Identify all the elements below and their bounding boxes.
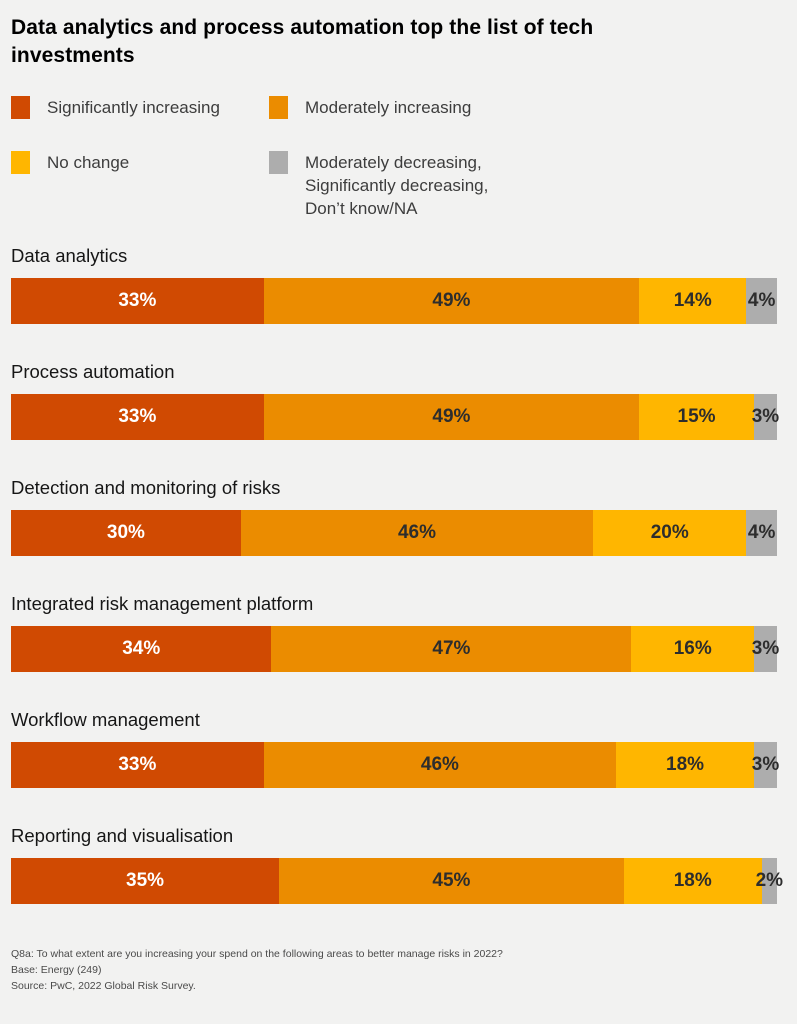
bar-segment: 30% — [11, 509, 241, 556]
legend-swatch-icon — [269, 150, 288, 174]
bar-row-label: Workflow management — [11, 708, 200, 730]
bar-row: Detection and monitoring of risks 30% 46% 2… — [11, 476, 777, 556]
bar-segment: 18% — [623, 857, 762, 904]
stacked-bar: 33% 46% 18% 3% — [11, 741, 779, 788]
legend-item: Significantly increasing — [11, 95, 269, 119]
legend-label: Moderately decreasing, Significantly dec… — [305, 152, 489, 218]
bar-segment: 49% — [263, 277, 640, 324]
bar-segment: 33% — [11, 741, 264, 788]
bar-segment: 18% — [616, 741, 754, 788]
footnote-question: Q8a: To what extent are you increasing y… — [11, 947, 503, 960]
legend: Significantly increasing Moderately incre… — [11, 95, 777, 220]
bar-segment: 4% — [746, 509, 777, 556]
footnote-source: Source: PwC, 2022 Global Risk Survey. — [11, 980, 196, 993]
stacked-bar: 33% 49% 15% 3% — [11, 393, 779, 440]
bar-row: Integrated risk management platform 34% 47… — [11, 592, 779, 672]
bar-segment: 3% — [752, 741, 779, 788]
bar-row-label: Detection and monitoring of risks — [11, 476, 281, 498]
bar-segment: 46% — [263, 741, 617, 788]
legend-swatch-icon — [11, 95, 30, 119]
legend-swatch-icon — [269, 95, 288, 119]
bar-segment: 2% — [756, 857, 783, 904]
bar-segment: 15% — [639, 393, 754, 440]
bar-row: Workflow management 33% 46% 18% 3% — [11, 708, 779, 788]
bar-segment: 45% — [279, 857, 624, 904]
bar-row: Process automation 33% 49% 15% 3% — [11, 360, 779, 440]
legend-label: Moderately increasing — [305, 97, 472, 117]
legend-label: No change — [47, 152, 130, 172]
bar-segment: 16% — [631, 625, 754, 672]
bar-row-label: Reporting and visualisation — [11, 824, 234, 846]
bar-segment: 20% — [593, 509, 747, 556]
bar-segment: 3% — [752, 393, 779, 440]
bar-segment: 14% — [639, 277, 747, 324]
bar-segment: 47% — [271, 625, 632, 672]
bar-segment: 46% — [240, 509, 594, 556]
bar-row: Reporting and visualisation 35% 45% 18% 2% — [11, 824, 783, 904]
stacked-bar: 30% 46% 20% 4% — [11, 509, 777, 556]
stacked-bar: 35% 45% 18% 2% — [11, 857, 783, 904]
legend-label: Significantly increasing — [47, 97, 220, 117]
bar-segment: 33% — [11, 393, 264, 440]
legend-item: Moderately increasing — [269, 95, 777, 119]
bar-segment: 33% — [11, 277, 264, 324]
bar-row: Data analytics 33% 49% 14% 4% — [11, 244, 777, 324]
legend-swatch-icon — [11, 150, 30, 174]
footnote: Q8a: To what extent are you increasing y… — [11, 946, 777, 995]
bar-segment: 3% — [752, 625, 779, 672]
bar-row-label: Integrated risk management platform — [11, 592, 314, 614]
legend-item: Moderately decreasing, Significantly dec… — [269, 150, 777, 220]
bar-segment: 34% — [11, 625, 272, 672]
bar-row-label: Data analytics — [11, 244, 128, 266]
footnote-base: Base: Energy (249) — [11, 964, 102, 977]
stacked-bar-chart: Data analytics 33% 49% 14% 4% Process automat… — [11, 244, 783, 904]
bar-row-label: Process automation — [11, 360, 175, 382]
bar-segment: 4% — [746, 277, 777, 324]
stacked-bar: 33% 49% 14% 4% — [11, 277, 777, 324]
stacked-bar: 34% 47% 16% 3% — [11, 625, 779, 672]
bar-segment: 49% — [263, 393, 640, 440]
legend-item: No change — [11, 150, 269, 220]
chart-title: Data analytics and process automation to… — [11, 16, 594, 67]
bar-segment: 35% — [11, 857, 280, 904]
